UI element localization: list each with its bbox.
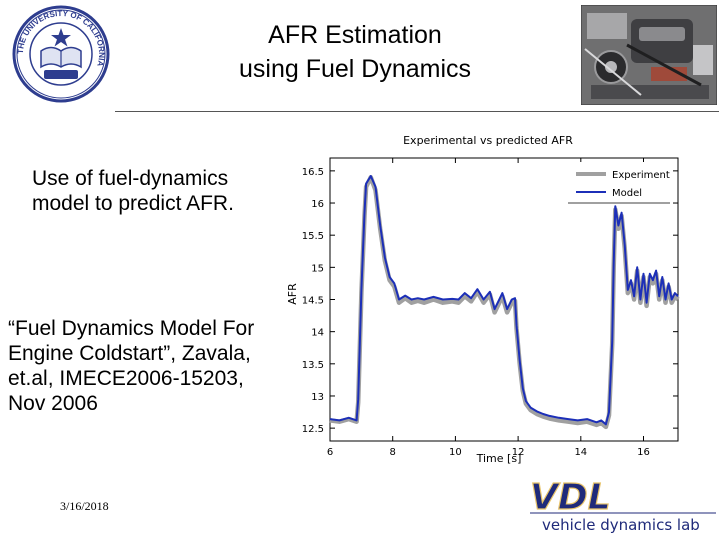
legend-label-experiment: Experiment bbox=[612, 170, 670, 181]
y-tick-label: 15.5 bbox=[302, 231, 324, 242]
y-tick-label: 12.5 bbox=[302, 424, 324, 435]
x-axis-label: Time [s] bbox=[476, 452, 522, 465]
y-tick-label: 13 bbox=[311, 392, 324, 403]
x-tick-label: 6 bbox=[327, 447, 333, 458]
y-tick-label: 16 bbox=[311, 199, 324, 210]
vdl-logo: VDL vehicle dynamics lab bbox=[529, 476, 716, 534]
vdl-logo-subtitle: vehicle dynamics lab bbox=[542, 516, 700, 534]
legend-label-model: Model bbox=[612, 188, 642, 199]
header-divider bbox=[115, 111, 719, 112]
university-seal: THE UNIVERSITY OF CALIFORNIA bbox=[12, 5, 110, 103]
afr-chart: Experimental vs predicted AFR 12.5 13 13.5… bbox=[286, 134, 680, 465]
x-axis: 6 8 10 12 14 16 bbox=[327, 158, 650, 458]
x-tick-label: 16 bbox=[637, 447, 650, 458]
y-axis: 12.5 13 13.5 14 14.5 15 15.5 16 16.5 bbox=[302, 167, 678, 435]
chart-title: Experimental vs predicted AFR bbox=[403, 134, 573, 147]
y-tick-label: 13.5 bbox=[302, 360, 324, 371]
series-layer bbox=[329, 175, 680, 430]
y-tick-label: 14 bbox=[311, 328, 324, 339]
bullet-reference: “Fuel Dynamics Model For Engine Coldstar… bbox=[8, 317, 255, 415]
series-line-model bbox=[329, 175, 679, 426]
x-tick-label: 12 bbox=[512, 447, 525, 458]
y-axis-label: AFR bbox=[286, 283, 299, 305]
title-line-2: using Fuel Dynamics bbox=[238, 55, 472, 83]
slide-title: AFR Estimation using Fuel Dynamics bbox=[190, 18, 520, 86]
slide-date: 3/16/2018 bbox=[60, 499, 109, 513]
y-tick-label: 15 bbox=[311, 263, 324, 274]
chart-legend: Experiment Model bbox=[568, 162, 672, 204]
vdl-logo-letters: VDL bbox=[530, 477, 611, 518]
y-tick-label: 16.5 bbox=[302, 167, 324, 178]
x-tick-label: 8 bbox=[390, 447, 396, 458]
engine-photo bbox=[581, 5, 717, 105]
y-tick-label: 14.5 bbox=[302, 296, 324, 307]
legend-box bbox=[568, 162, 672, 204]
x-tick-label: 10 bbox=[449, 447, 462, 458]
title-line-1: AFR Estimation bbox=[268, 21, 442, 49]
x-tick-label: 14 bbox=[574, 447, 587, 458]
bullet-fuel-dynamics-model: Use of fuel-dynamics model to predict AF… bbox=[32, 167, 234, 215]
